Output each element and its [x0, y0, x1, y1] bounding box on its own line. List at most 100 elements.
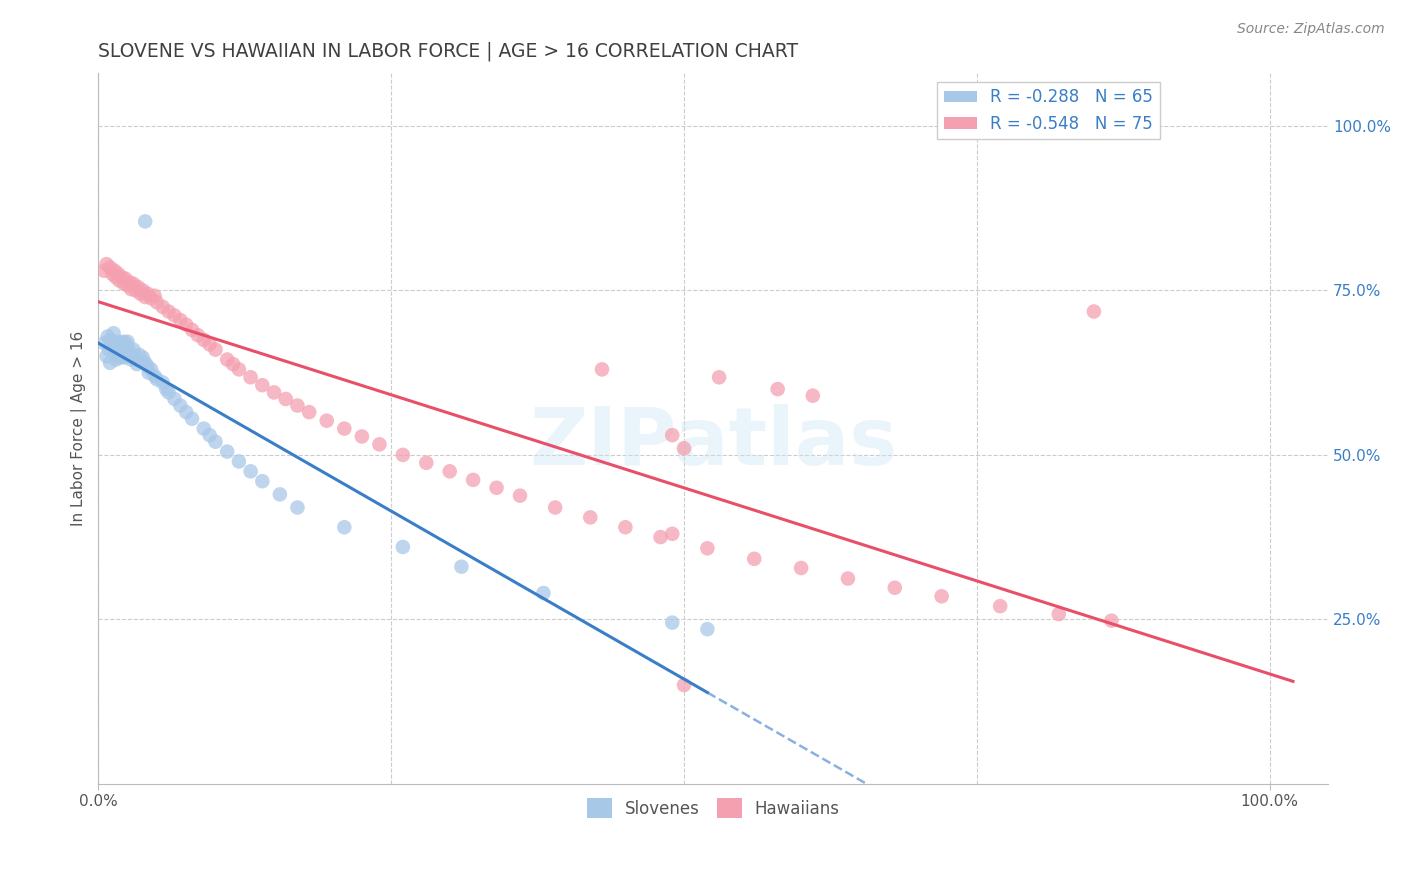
Point: [228, 362, 250, 376]
Point: [104, 270, 127, 285]
Point: [174, 405, 197, 419]
Point: [111, 339, 134, 353]
Point: [415, 456, 437, 470]
Point: [114, 343, 136, 358]
Point: [672, 678, 695, 692]
Point: [696, 541, 718, 556]
Point: [439, 464, 461, 478]
Point: [155, 382, 177, 396]
Point: [315, 414, 337, 428]
Point: [103, 326, 125, 341]
Point: [661, 428, 683, 442]
Point: [143, 368, 166, 383]
Point: [98, 356, 121, 370]
Point: [239, 370, 262, 384]
Point: [132, 284, 155, 298]
Point: [263, 385, 285, 400]
Point: [163, 309, 186, 323]
Point: [1101, 614, 1123, 628]
Point: [252, 378, 274, 392]
Point: [931, 589, 953, 603]
Point: [152, 300, 174, 314]
Point: [269, 487, 291, 501]
Point: [114, 271, 136, 285]
Point: [136, 359, 159, 373]
Point: [139, 291, 162, 305]
Point: [98, 333, 121, 347]
Point: [97, 329, 120, 343]
Point: [707, 370, 730, 384]
Point: [163, 392, 186, 406]
Point: [97, 343, 120, 357]
Point: [193, 333, 215, 347]
Point: [112, 351, 135, 365]
Point: [181, 323, 204, 337]
Point: [127, 280, 149, 294]
Point: [204, 434, 226, 449]
Point: [252, 474, 274, 488]
Point: [132, 351, 155, 365]
Point: [117, 278, 139, 293]
Point: [112, 334, 135, 349]
Point: [239, 464, 262, 478]
Text: SLOVENE VS HAWAIIAN IN LABOR FORCE | AGE > 16 CORRELATION CHART: SLOVENE VS HAWAIIAN IN LABOR FORCE | AGE…: [98, 42, 799, 62]
Point: [118, 349, 141, 363]
Point: [120, 282, 142, 296]
Point: [120, 352, 142, 367]
Point: [111, 270, 134, 285]
Point: [696, 622, 718, 636]
Point: [157, 385, 180, 400]
Point: [181, 411, 204, 425]
Point: [837, 572, 859, 586]
Point: [93, 264, 115, 278]
Point: [101, 267, 124, 281]
Point: [157, 304, 180, 318]
Point: [96, 349, 118, 363]
Point: [392, 448, 415, 462]
Point: [107, 267, 129, 281]
Point: [105, 348, 128, 362]
Point: [790, 561, 813, 575]
Point: [742, 551, 765, 566]
Point: [766, 382, 789, 396]
Point: [217, 352, 239, 367]
Point: [204, 343, 226, 357]
Point: [591, 362, 613, 376]
Point: [125, 357, 148, 371]
Point: [93, 336, 115, 351]
Point: [134, 214, 156, 228]
Point: [544, 500, 567, 515]
Point: [169, 399, 191, 413]
Point: [287, 500, 309, 515]
Text: ZIPatlas: ZIPatlas: [529, 404, 897, 482]
Point: [174, 318, 197, 332]
Point: [228, 454, 250, 468]
Point: [193, 421, 215, 435]
Point: [139, 362, 162, 376]
Point: [614, 520, 637, 534]
Point: [101, 334, 124, 349]
Point: [146, 372, 169, 386]
Point: [350, 429, 373, 443]
Point: [107, 343, 129, 357]
Point: [198, 337, 221, 351]
Point: [111, 336, 134, 351]
Point: [124, 349, 146, 363]
Point: [105, 336, 128, 351]
Point: [883, 581, 905, 595]
Point: [801, 389, 824, 403]
Y-axis label: In Labor Force | Age > 16: In Labor Force | Age > 16: [72, 331, 87, 526]
Point: [125, 352, 148, 367]
Point: [531, 586, 554, 600]
Point: [122, 343, 145, 357]
Point: [104, 264, 127, 278]
Point: [450, 559, 472, 574]
Point: [217, 444, 239, 458]
Point: [138, 366, 160, 380]
Point: [96, 257, 118, 271]
Point: [129, 354, 152, 368]
Point: [134, 356, 156, 370]
Point: [115, 337, 138, 351]
Point: [143, 289, 166, 303]
Point: [112, 277, 135, 291]
